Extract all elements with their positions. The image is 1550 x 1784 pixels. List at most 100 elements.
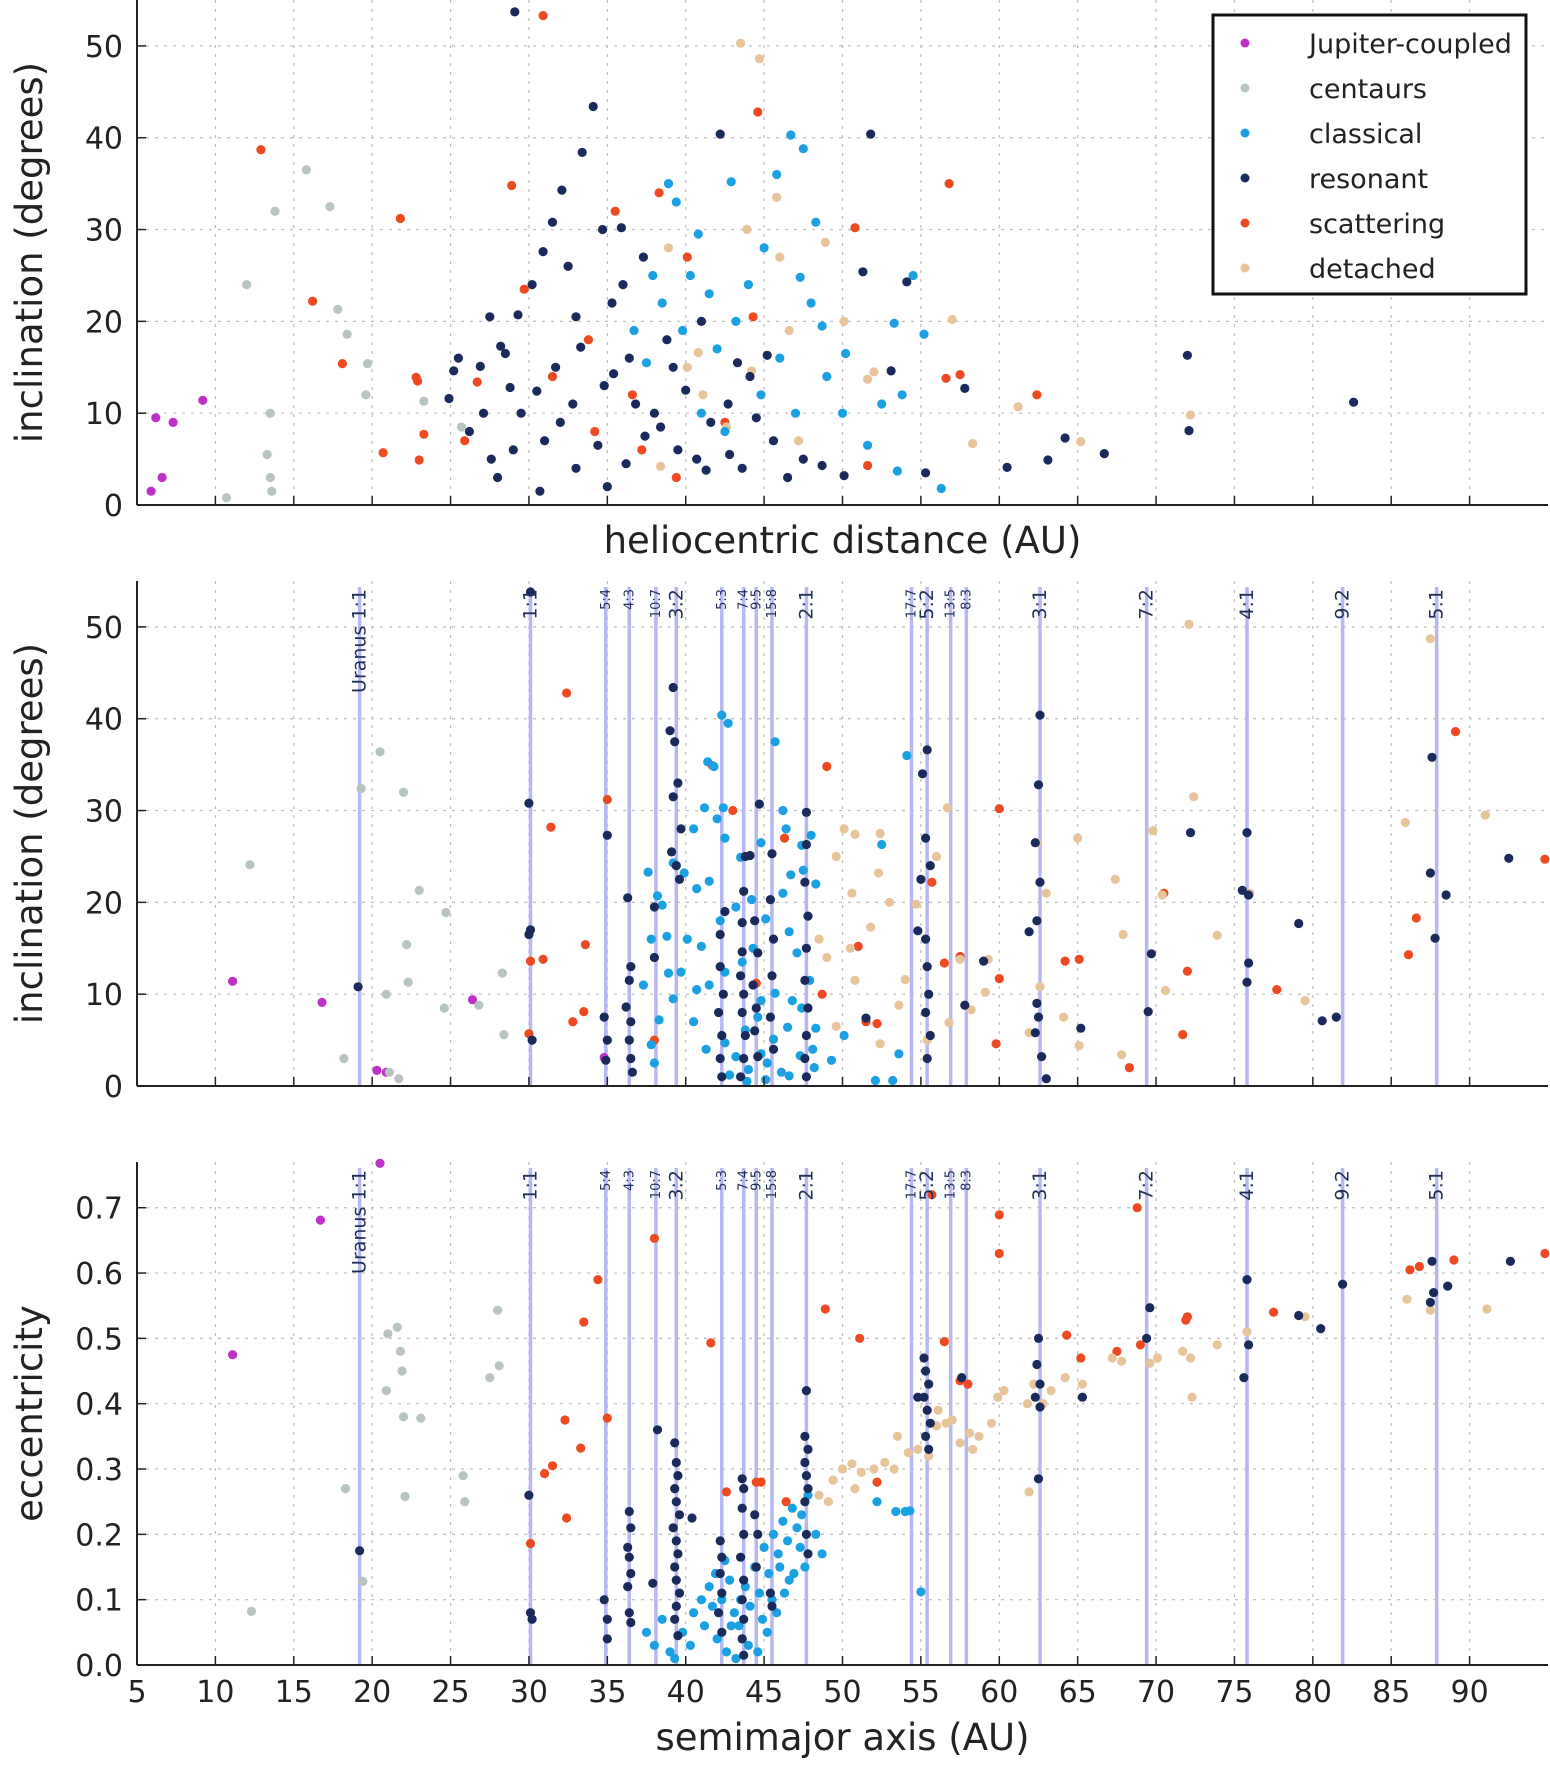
data-point xyxy=(902,277,912,287)
data-point xyxy=(872,1497,882,1507)
data-point xyxy=(670,1614,680,1624)
data-point xyxy=(999,1386,1009,1396)
data-point xyxy=(924,1379,934,1389)
data-point xyxy=(1244,1340,1254,1350)
data-point xyxy=(1185,410,1196,420)
data-point xyxy=(869,1464,879,1474)
data-point xyxy=(524,1490,534,1500)
data-point xyxy=(759,243,769,253)
data-point xyxy=(1504,853,1514,863)
resonance-label: 5:1 xyxy=(1426,1170,1448,1201)
data-point xyxy=(725,1575,735,1585)
resonance-label: 9:2 xyxy=(1332,1170,1354,1201)
data-point xyxy=(768,1044,779,1054)
data-point xyxy=(1405,1265,1415,1275)
data-point xyxy=(1411,913,1421,923)
data-point xyxy=(803,1444,813,1454)
data-point xyxy=(516,408,526,418)
data-point xyxy=(460,436,470,446)
data-point xyxy=(538,247,548,257)
data-point xyxy=(718,989,728,999)
data-point xyxy=(616,223,627,233)
data-point xyxy=(767,1601,777,1611)
data-point xyxy=(626,1617,636,1628)
data-point xyxy=(665,1647,675,1657)
data-point xyxy=(925,861,935,871)
data-point xyxy=(674,1510,685,1520)
data-point xyxy=(692,884,702,894)
data-point xyxy=(228,976,238,986)
data-point xyxy=(1124,1063,1134,1073)
data-point xyxy=(1316,1324,1326,1334)
data-point xyxy=(720,426,730,437)
series-centaurs xyxy=(246,1305,504,1616)
data-point xyxy=(671,1601,681,1611)
resonance-label: 10:7 xyxy=(649,1170,664,1199)
data-point xyxy=(921,934,931,944)
data-point xyxy=(1013,402,1023,412)
data-point xyxy=(856,1467,866,1477)
data-point xyxy=(397,1366,407,1376)
data-point xyxy=(505,382,515,393)
data-point xyxy=(453,353,463,363)
data-point xyxy=(1032,1359,1042,1370)
data-point xyxy=(1294,1310,1304,1321)
data-point xyxy=(157,472,167,483)
data-point xyxy=(723,718,733,728)
data-point xyxy=(919,329,929,339)
data-point xyxy=(381,989,391,999)
data-point xyxy=(786,130,796,140)
data-point xyxy=(718,803,728,813)
data-point xyxy=(736,38,746,48)
data-point xyxy=(715,1568,725,1579)
data-point xyxy=(817,1549,827,1559)
x-tick-label: 90 xyxy=(1451,1675,1489,1710)
data-point xyxy=(1178,1346,1188,1356)
resonance-label: 9:2 xyxy=(1332,589,1354,620)
data-point xyxy=(1046,1386,1056,1396)
data-point xyxy=(739,1053,749,1064)
data-point xyxy=(626,1017,636,1027)
data-point xyxy=(678,325,688,336)
data-point xyxy=(756,1477,766,1487)
series-detached xyxy=(656,38,1196,471)
y-tick-label: 30 xyxy=(85,214,123,249)
legend-label: scattering xyxy=(1309,209,1445,240)
data-point xyxy=(732,358,743,368)
data-point xyxy=(493,1305,503,1315)
data-point xyxy=(753,1012,763,1022)
data-point xyxy=(704,876,714,886)
data-point xyxy=(817,989,827,999)
data-point xyxy=(356,783,366,794)
data-point xyxy=(1060,956,1070,966)
data-point xyxy=(714,1007,724,1018)
data-point xyxy=(682,362,692,372)
resonance-label: 5:1 xyxy=(1426,589,1448,620)
data-point xyxy=(837,408,848,418)
series-scattering xyxy=(525,1190,1550,1549)
data-point xyxy=(571,312,581,322)
data-point xyxy=(353,982,363,992)
data-point xyxy=(626,1568,636,1579)
data-point xyxy=(1037,1052,1047,1062)
data-point xyxy=(333,304,343,314)
data-point xyxy=(814,1490,824,1500)
resonance-label: 5:2 xyxy=(916,589,938,620)
data-point xyxy=(742,1076,752,1086)
resonance-label: 2:1 xyxy=(795,589,817,620)
x-tick-label: 15 xyxy=(275,1675,313,1710)
data-point xyxy=(1212,1340,1222,1350)
data-point xyxy=(1157,890,1167,900)
panel-middle: Uranus 1:1 1:1 5:4 4:3 10:7 3:2 5:3 7:49:5 15:8 2… xyxy=(8,581,1550,1105)
data-point xyxy=(1187,1392,1197,1402)
legend-item: centaurs xyxy=(1240,74,1427,105)
data-point xyxy=(1244,890,1254,900)
data-point xyxy=(562,1513,572,1523)
data-point xyxy=(494,1361,504,1371)
data-point xyxy=(1035,877,1045,887)
data-point xyxy=(725,449,735,460)
y-tick-label: 0.5 xyxy=(75,1322,123,1357)
data-point xyxy=(474,1000,484,1010)
y-axis-label: inclination (degrees) xyxy=(8,643,51,1024)
data-point xyxy=(1033,1333,1044,1343)
